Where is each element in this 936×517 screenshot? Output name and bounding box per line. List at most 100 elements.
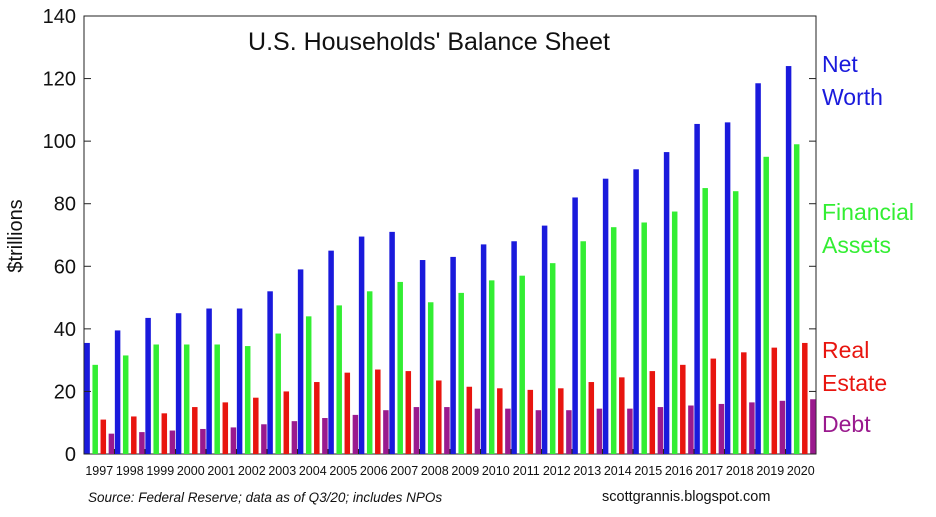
bar-financial-assets	[763, 156, 769, 455]
bar-real-estate	[497, 388, 503, 454]
y-tick-label: 80	[54, 194, 76, 216]
x-tick-label: 2007	[390, 464, 418, 478]
bar-debt	[291, 421, 298, 454]
bar-real-estate	[741, 352, 747, 454]
bar-financial-assets	[488, 280, 495, 454]
bar-net-worth	[114, 330, 121, 454]
bar-net-worth	[785, 66, 792, 454]
bar-real-estate	[588, 382, 595, 454]
y-tick-label: 100	[43, 131, 76, 153]
source-note: Source: Federal Reserve; data as of Q3/2…	[88, 490, 442, 505]
bar-real-estate	[253, 397, 259, 454]
bar-debt	[230, 427, 237, 454]
bar-financial-assets	[366, 291, 373, 454]
bar-net-worth	[297, 269, 304, 454]
bar-debt	[200, 428, 206, 454]
x-tick-label: 1997	[85, 464, 113, 478]
bar-debt	[383, 410, 389, 454]
x-tick-label: 2001	[207, 464, 235, 478]
bar-debt	[566, 410, 572, 454]
x-tick-label: 1999	[146, 464, 174, 478]
bar-financial-assets	[336, 305, 342, 454]
bar-real-estate	[375, 369, 381, 454]
x-tick-label: 1998	[116, 464, 144, 478]
bar-real-estate	[466, 386, 473, 454]
bar-financial-assets	[122, 355, 129, 454]
bar-debt	[718, 403, 725, 454]
x-tick-label: 2014	[604, 464, 632, 478]
bar-net-worth	[236, 308, 243, 454]
bar-net-worth	[206, 308, 212, 454]
x-tick-label: 2018	[726, 464, 754, 478]
bar-net-worth	[450, 256, 456, 454]
legend-net-worth: Worth	[822, 84, 883, 110]
y-axis-label: $trillions	[5, 199, 27, 272]
x-tick-label: 2013	[573, 464, 601, 478]
bar-real-estate	[192, 407, 198, 454]
bar-net-worth	[480, 244, 487, 454]
x-tick-label: 2019	[756, 464, 784, 478]
bar-financial-assets	[732, 191, 739, 454]
bar-real-estate	[131, 416, 137, 454]
x-tick-label: 2017	[695, 464, 723, 478]
x-tick-label: 2020	[787, 464, 815, 478]
bar-net-worth	[419, 260, 426, 454]
bar-net-worth	[541, 225, 548, 454]
bar-net-worth	[267, 291, 273, 454]
bar-real-estate	[771, 347, 778, 454]
bar-debt	[535, 410, 542, 454]
bar-financial-assets	[397, 281, 403, 454]
bar-financial-assets	[519, 275, 525, 454]
y-tick-label: 0	[65, 444, 76, 466]
bar-net-worth	[724, 122, 731, 455]
bar-financial-assets	[549, 263, 556, 454]
bar-financial-assets	[305, 316, 312, 454]
x-tick-label: 2003	[268, 464, 296, 478]
bar-net-worth	[358, 236, 365, 454]
x-tick-label: 2005	[329, 464, 357, 478]
bar-net-worth	[633, 169, 639, 455]
bar-net-worth	[663, 152, 670, 454]
bar-real-estate	[680, 364, 686, 454]
bar-real-estate	[436, 380, 442, 454]
bar-real-estate	[802, 342, 808, 454]
bar-debt	[352, 414, 359, 454]
bar-net-worth	[694, 123, 700, 454]
bar-debt	[169, 430, 176, 454]
bar-financial-assets	[275, 333, 281, 454]
bar-net-worth	[511, 241, 517, 454]
bar-debt	[413, 407, 420, 454]
bar-financial-assets	[183, 344, 190, 454]
bar-net-worth	[572, 197, 578, 454]
y-tick-label: 140	[43, 6, 76, 28]
bar-financial-assets	[793, 144, 800, 454]
y-tick-label: 120	[43, 69, 76, 91]
x-tick-label: 2011	[513, 464, 540, 478]
bar-real-estate	[710, 358, 717, 454]
legend-financial-assets: Financial	[822, 199, 914, 225]
y-tick-label: 60	[54, 256, 76, 278]
bar-debt	[505, 408, 511, 454]
bar-financial-assets	[214, 344, 220, 454]
bar-financial-assets	[671, 211, 678, 454]
bar-net-worth	[175, 313, 182, 454]
bar-financial-assets	[610, 227, 617, 454]
x-tick-label: 2008	[421, 464, 449, 478]
legend-real-estate: Real	[822, 337, 869, 363]
bar-debt	[108, 433, 115, 454]
bar-financial-assets	[427, 302, 434, 454]
bar-debt	[596, 408, 603, 454]
bar-debt	[627, 408, 633, 454]
legend-real-estate: Estate	[822, 370, 887, 396]
x-tick-label: 2015	[634, 464, 662, 478]
bar-financial-assets	[458, 292, 464, 454]
x-tick-label: 2012	[543, 464, 571, 478]
bar-debt	[810, 399, 816, 454]
bar-real-estate	[558, 388, 564, 454]
bar-net-worth	[328, 250, 334, 454]
bar-real-estate	[649, 371, 656, 454]
bar-debt	[261, 424, 267, 454]
bar-financial-assets	[153, 344, 159, 454]
bar-financial-assets	[580, 241, 586, 454]
